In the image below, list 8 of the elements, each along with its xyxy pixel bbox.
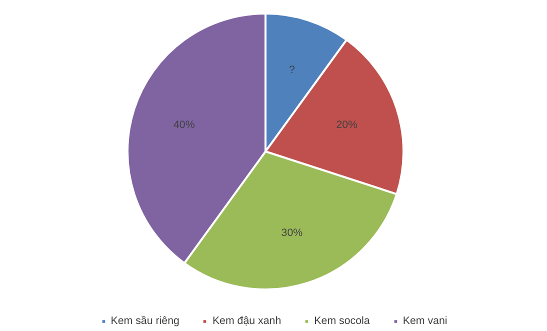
- data-label: 20%: [336, 119, 358, 132]
- legend-label: Kem đậu xanh: [212, 315, 282, 327]
- legend-label: Kem vani: [402, 315, 448, 327]
- legend-label: Kem socola: [314, 315, 370, 327]
- data-label: 40%: [173, 119, 196, 132]
- legend-label: Kem sầu riêng: [110, 315, 180, 327]
- data-label: ?: [288, 64, 295, 76]
- data-label: 30%: [281, 226, 304, 239]
